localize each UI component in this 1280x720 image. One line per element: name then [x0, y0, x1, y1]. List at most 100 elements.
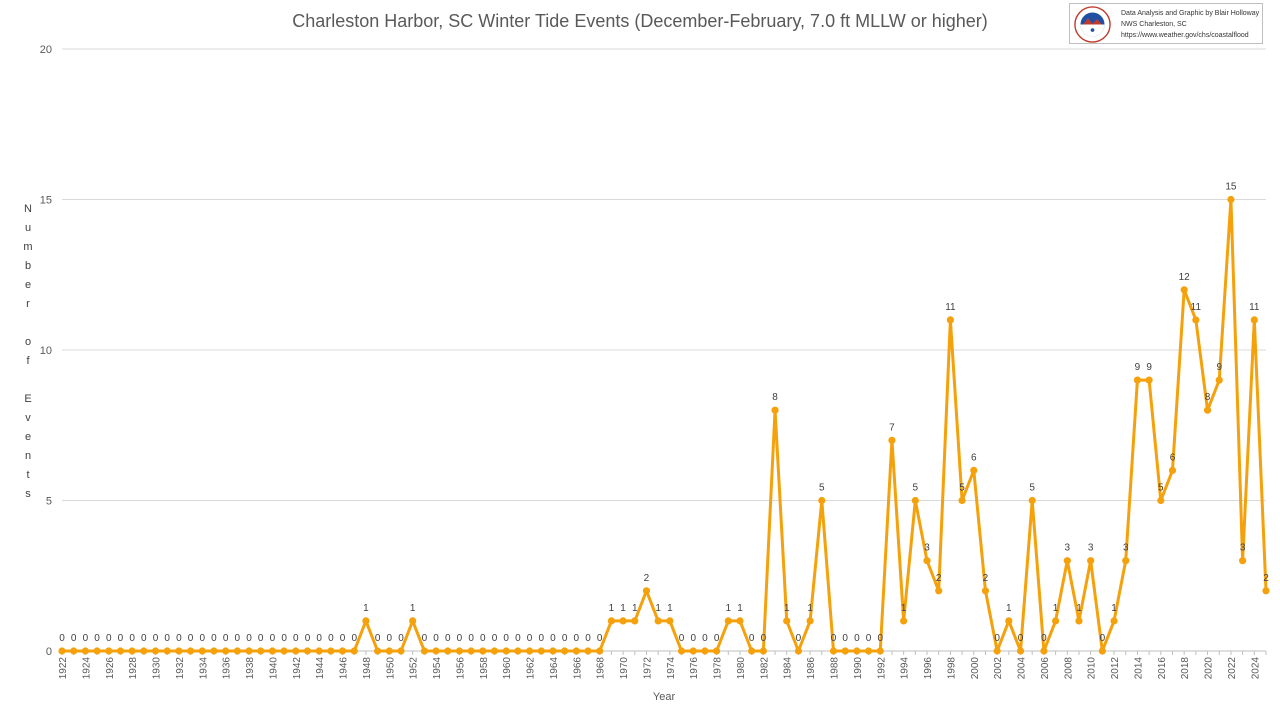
x-tick-label: 1942: [292, 657, 303, 680]
series-line-path: [62, 198, 1268, 653]
x-tick-label: 1946: [339, 657, 350, 680]
data-point: [479, 647, 487, 655]
data-label: 0: [305, 633, 311, 644]
data-label: 8: [1205, 392, 1211, 403]
data-label: 0: [515, 633, 521, 644]
data-label: 0: [574, 633, 580, 644]
data-label: 0: [94, 633, 100, 644]
data-point: [140, 647, 148, 655]
x-tick-label: 2004: [1017, 657, 1028, 680]
data-point: [607, 617, 615, 625]
data-point: [888, 436, 896, 444]
data-label: 0: [141, 633, 147, 644]
data-point: [935, 587, 943, 595]
y-axis-label-char: b: [24, 260, 32, 272]
data-point: [233, 647, 241, 655]
data-label: 0: [585, 633, 591, 644]
x-tick-label: 1922: [58, 657, 69, 680]
x-tick-label: 1952: [409, 657, 420, 680]
y-tick-label: 20: [40, 44, 52, 56]
x-tick-label: 2002: [993, 657, 1004, 680]
nws-logo-icon: [1074, 6, 1111, 43]
data-label: 0: [480, 633, 486, 644]
data-label: 2: [644, 573, 650, 584]
data-label: 0: [854, 633, 860, 644]
y-axis-label-char: t: [26, 469, 30, 481]
x-tick-label: 1936: [222, 657, 233, 680]
data-point: [970, 466, 978, 474]
data-point: [841, 647, 849, 655]
data-point: [151, 647, 160, 655]
data-label: 3: [1123, 543, 1129, 554]
x-tick-label: 1988: [829, 657, 840, 680]
data-label: 0: [702, 633, 708, 644]
data-point: [198, 647, 206, 655]
y-tick-label: 0: [46, 646, 52, 658]
x-tick-label: 2022: [1227, 657, 1238, 680]
data-point: [116, 647, 125, 655]
data-point: [1028, 496, 1036, 505]
x-tick-label: 1958: [479, 657, 490, 680]
data-point: [549, 647, 557, 655]
data-label: 1: [1053, 603, 1059, 614]
data-point: [105, 647, 113, 655]
data-label: 1: [667, 603, 673, 614]
x-tick-label: 2012: [1110, 657, 1121, 680]
x-tick-label: 1962: [526, 657, 537, 680]
data-label: 0: [445, 633, 451, 644]
data-point: [876, 647, 884, 655]
data-label: 0: [235, 633, 241, 644]
data-label: 0: [153, 633, 159, 644]
x-tick-label: 2000: [970, 657, 981, 680]
x-tick-label: 1972: [642, 657, 653, 680]
data-label: 6: [1170, 452, 1176, 463]
data-point: [631, 617, 639, 625]
data-label: 12: [1179, 272, 1191, 283]
data-label: 8: [772, 392, 778, 403]
x-tick-label: 1944: [315, 657, 326, 680]
data-point: [993, 647, 1001, 655]
series-line: [62, 198, 1268, 653]
data-label: 0: [164, 633, 170, 644]
x-tick-label: 1964: [549, 657, 560, 680]
y-axis-label-char: E: [24, 393, 32, 405]
data-point: [467, 647, 475, 655]
data-point: [163, 647, 171, 655]
data-point: [1227, 195, 1235, 204]
data-point: [946, 316, 954, 324]
data-label: 9: [1135, 362, 1141, 373]
data-point: [1005, 617, 1013, 625]
x-tick-label: 1986: [806, 657, 817, 680]
data-label: 1: [620, 603, 626, 614]
data-label: 0: [270, 633, 276, 644]
data-label: 0: [842, 633, 848, 644]
data-label: 0: [293, 633, 299, 644]
data-label: 1: [632, 603, 638, 614]
data-point: [1250, 316, 1258, 324]
data-label: 0: [761, 633, 767, 644]
data-labels: 0 0 0 0 0 0 0 0 0 0 0 0 0 0 0 0 0 0 0 0 0 0 0 0 0 010 0 010 0 0 0 0 0 0 0 0…: [59, 182, 1269, 645]
data-label: 0: [316, 633, 322, 644]
data-label: 1: [1111, 603, 1117, 614]
data-label: 6: [971, 452, 977, 463]
data-label: 0: [994, 633, 1000, 644]
data-point: [748, 647, 756, 655]
data-label: 11: [1191, 302, 1202, 313]
data-point: [911, 496, 919, 505]
x-tick-label: 1996: [923, 657, 934, 680]
data-label: 0: [398, 633, 404, 644]
x-tick-label: 2020: [1204, 657, 1215, 680]
credit-url[interactable]: https://www.weather.gov/chs/coastalflood: [1121, 32, 1249, 39]
data-label: 2: [936, 573, 942, 584]
data-point: [1133, 376, 1142, 384]
x-tick-label: 1950: [385, 657, 396, 680]
data-point: [1122, 557, 1130, 565]
x-tick-label: 1930: [152, 657, 163, 680]
data-label: 0: [375, 633, 381, 644]
data-point: [350, 647, 358, 655]
data-label: 5: [913, 483, 919, 494]
x-tick-label: 1970: [619, 657, 630, 680]
data-point: [1215, 376, 1223, 384]
data-point: [736, 617, 744, 625]
